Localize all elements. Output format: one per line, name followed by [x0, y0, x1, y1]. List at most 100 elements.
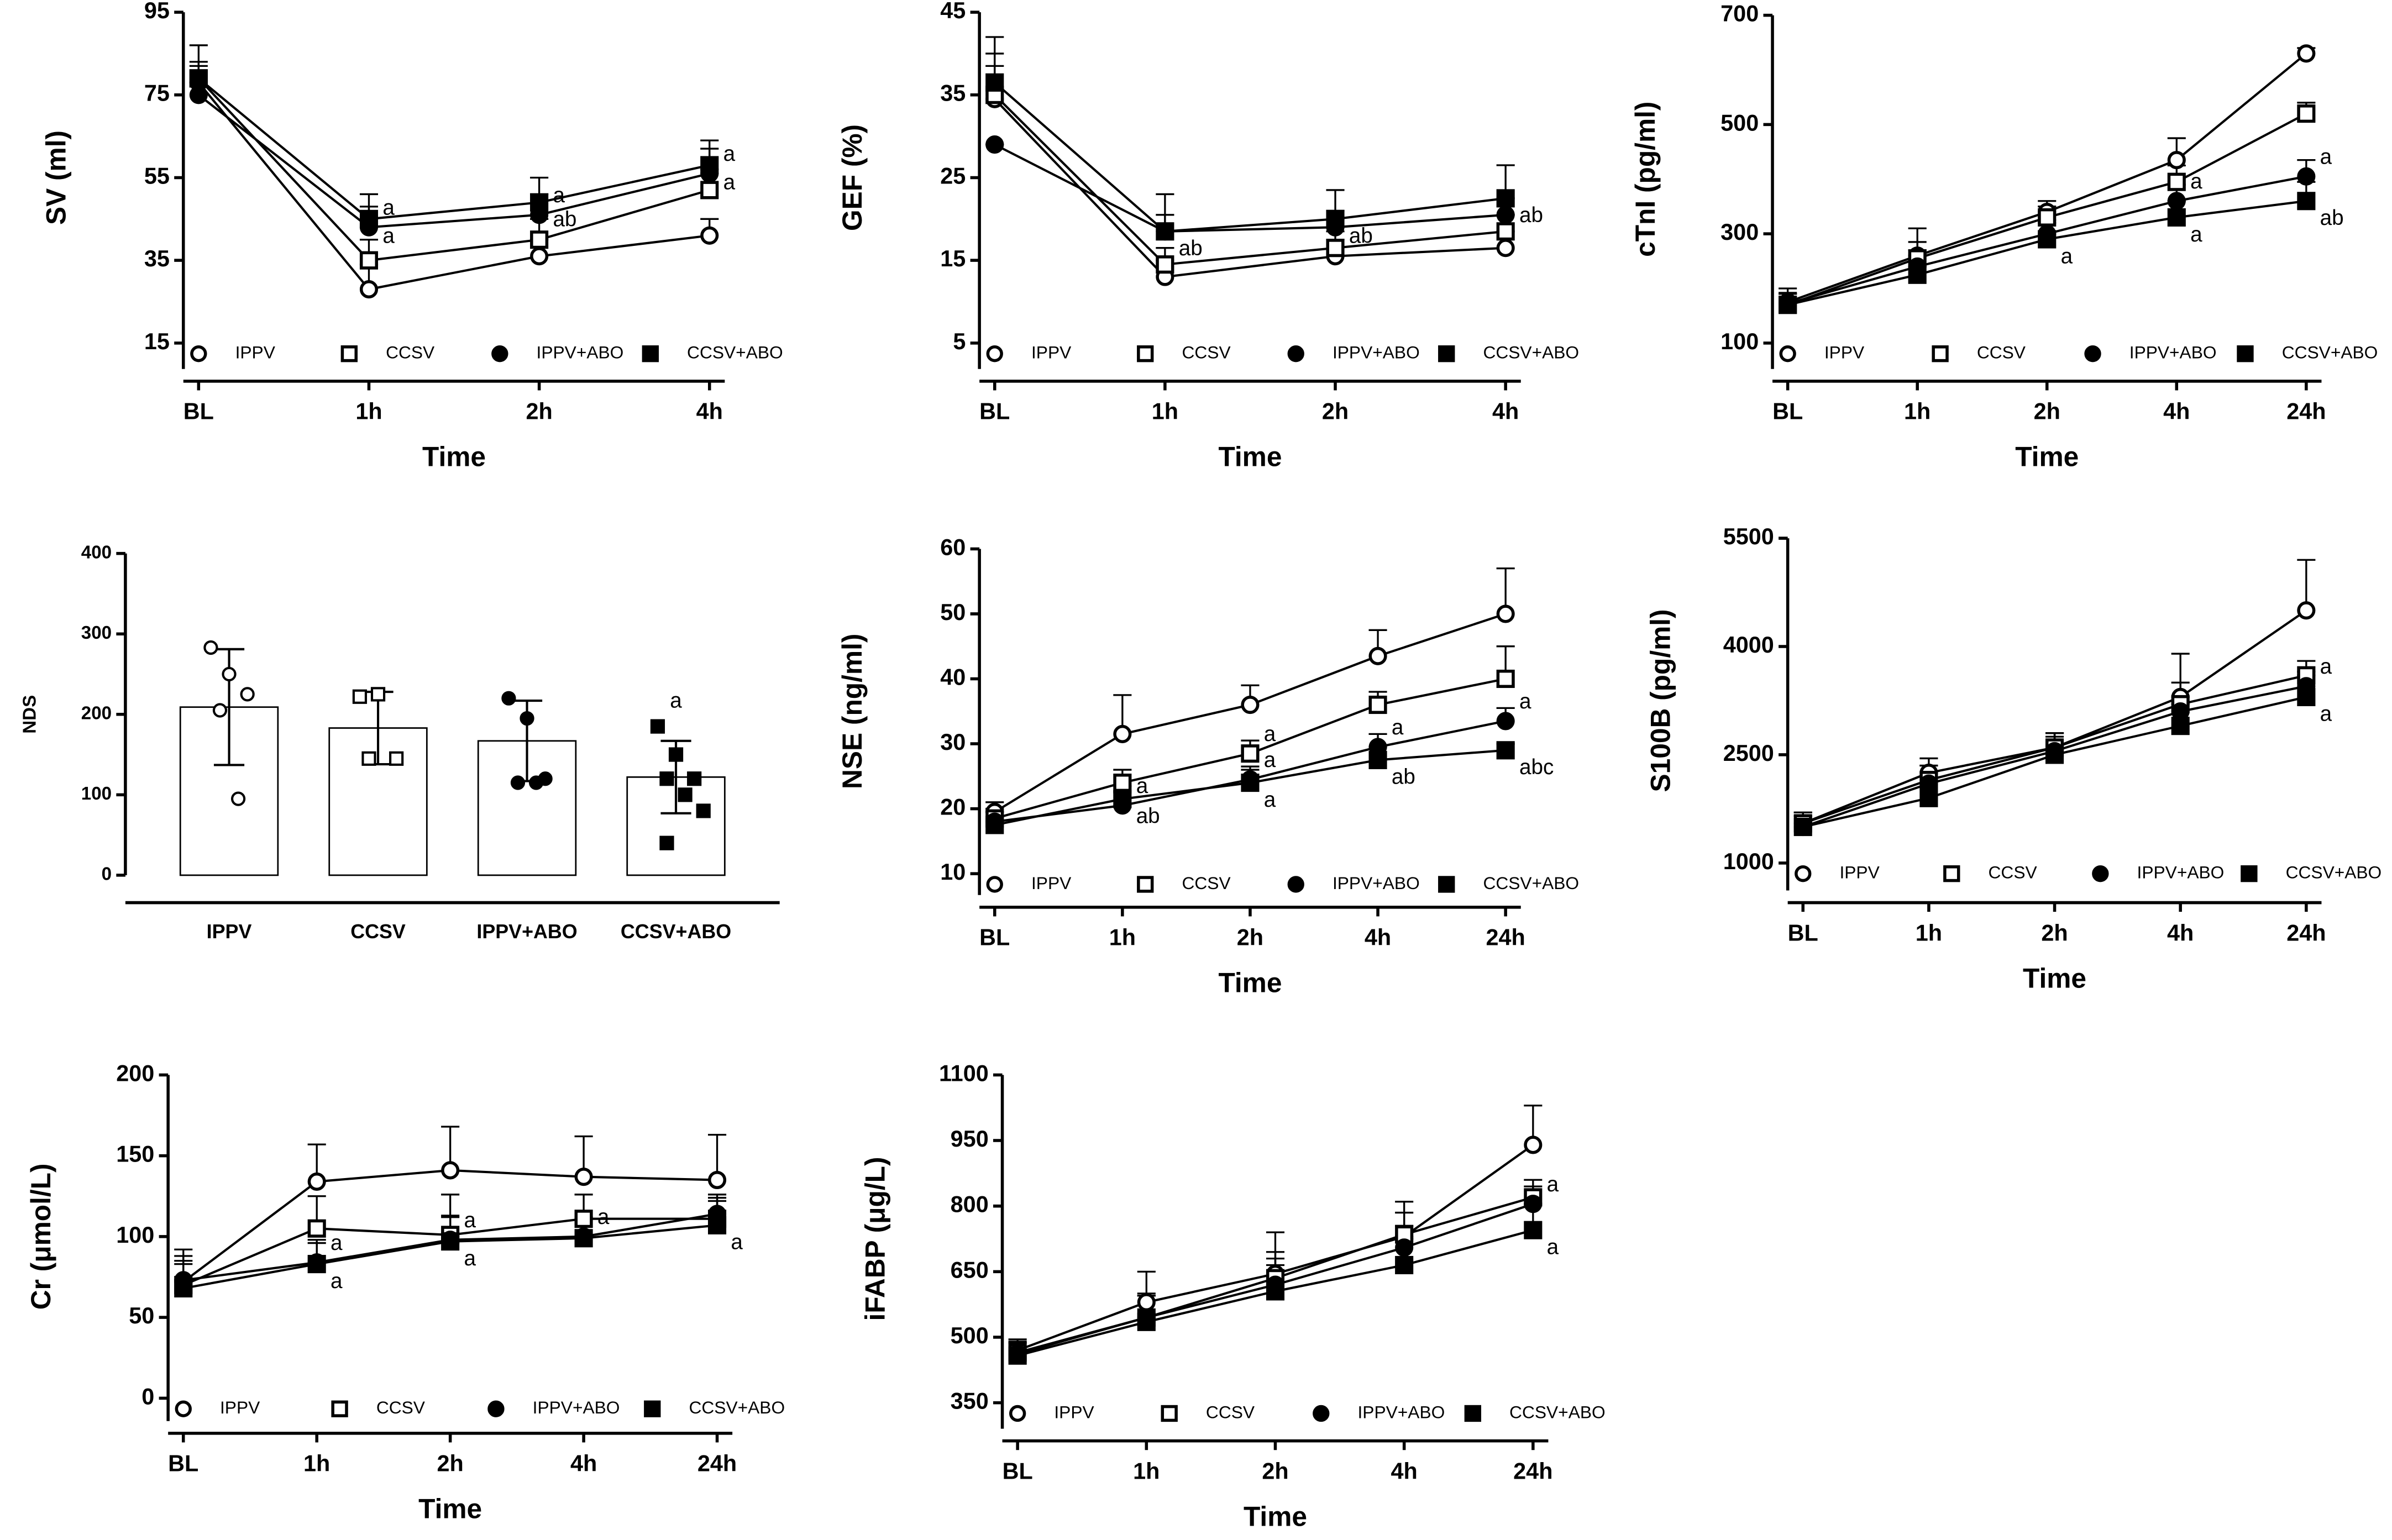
- x-tick-label: 4h: [570, 1451, 597, 1476]
- data-point: [2297, 44, 2316, 63]
- series-line: [198, 94, 710, 229]
- legend-marker: [2084, 345, 2101, 362]
- data-point: [1496, 669, 1515, 688]
- data-point: [2045, 745, 2064, 764]
- data-point: [707, 1170, 727, 1190]
- series-line: [994, 98, 1506, 278]
- legend-marker: [2241, 865, 2258, 882]
- legend-marker: [1287, 876, 1304, 893]
- data-point: [203, 640, 218, 655]
- data-point: [1156, 255, 1174, 274]
- data-point: [520, 711, 534, 726]
- legend-label: IPPV: [1824, 343, 1865, 362]
- annotation: ab: [1349, 224, 1373, 248]
- x-tick-label: 2h: [437, 1451, 464, 1476]
- y-axis-label: NSE (ng/ml): [837, 634, 868, 789]
- legend-label: CCSV+ABO: [1483, 873, 1579, 893]
- legend-marker: [1313, 1405, 1330, 1422]
- legend-marker: [1438, 876, 1455, 893]
- data-point: [1326, 239, 1345, 257]
- y-axis-label: SV (ml): [41, 130, 72, 225]
- x-tick-label: 4h: [2163, 399, 2190, 424]
- legend-label: CCSV+ABO: [689, 1397, 785, 1417]
- data-point: [189, 69, 208, 88]
- annotation: a: [331, 1269, 343, 1293]
- legend-marker: [1464, 1405, 1482, 1422]
- data-point: [530, 230, 549, 249]
- x-tick-label: IPPV: [207, 921, 252, 943]
- y-axis-label: NDS: [20, 695, 40, 734]
- legend-label: IPPV: [220, 1397, 260, 1417]
- legend-label: CCSV: [1977, 343, 2026, 362]
- annotation: a: [1264, 788, 1276, 812]
- data-point: [501, 691, 516, 706]
- data-point: [1908, 265, 1927, 284]
- x-tick-label: CCSV: [350, 921, 406, 943]
- annotation: ab: [1519, 203, 1543, 227]
- annotation: a: [1264, 748, 1276, 772]
- legend-marker: [331, 1400, 348, 1417]
- data-point: [212, 703, 228, 718]
- y-tick-label: 500: [1720, 110, 1759, 135]
- data-point: [2167, 151, 2186, 170]
- data-point: [700, 226, 719, 245]
- data-point: [985, 73, 1004, 92]
- y-tick-label: 50: [940, 600, 966, 625]
- annotation: a: [464, 1208, 476, 1232]
- legend-marker: [1137, 876, 1154, 893]
- legend-label: IPPV: [1031, 343, 1072, 362]
- annotation: ab: [1392, 765, 1415, 789]
- legend-marker: [986, 345, 1003, 362]
- data-point: [307, 1219, 326, 1238]
- data-point: [2297, 601, 2316, 620]
- legend-label: IPPV+ABO: [1333, 873, 1420, 893]
- y-tick-label: 4000: [1723, 632, 1774, 658]
- x-axis-label: Time: [2023, 963, 2086, 994]
- y-tick-label: 800: [951, 1192, 989, 1217]
- legend-marker: [2092, 865, 2109, 882]
- legend-marker: [175, 1400, 192, 1417]
- x-tick-label: 24h: [697, 1451, 737, 1476]
- data-point: [510, 775, 526, 790]
- legend-label: CCSV: [1182, 343, 1231, 362]
- data-point: [370, 687, 386, 702]
- x-tick-label: 24h: [2286, 920, 2326, 945]
- y-tick-label: 300: [81, 623, 112, 643]
- x-axis-label: Time: [1218, 441, 1282, 472]
- y-tick-label: 75: [144, 81, 170, 106]
- x-tick-label: IPPV+ABO: [476, 921, 577, 943]
- x-tick-label: 2h: [526, 399, 552, 424]
- annotation: a: [1264, 722, 1276, 746]
- legend-marker: [487, 1400, 505, 1417]
- data-point: [1496, 239, 1515, 257]
- data-point: [1266, 1282, 1285, 1301]
- legend-marker: [491, 345, 508, 362]
- data-point: [1368, 695, 1387, 714]
- annotation: a: [731, 1231, 743, 1254]
- y-tick-label: 400: [81, 542, 112, 563]
- y-axis-label: cTnI (pg/ml): [1630, 102, 1661, 257]
- data-point: [240, 687, 255, 702]
- annotation: a: [2190, 170, 2202, 193]
- data-point: [528, 775, 544, 790]
- y-tick-label: 55: [144, 163, 170, 188]
- data-point: [1496, 605, 1515, 623]
- annotation: ab: [1136, 804, 1160, 828]
- y-tick-label: 40: [940, 664, 966, 690]
- x-tick-label: 24h: [2286, 399, 2326, 424]
- data-point: [1524, 1136, 1543, 1154]
- legend-label: IPPV: [235, 343, 276, 362]
- y-tick-label: 1100: [939, 1060, 989, 1086]
- data-point: [985, 816, 1004, 834]
- data-point: [1395, 1255, 1414, 1275]
- legend-label: IPPV+ABO: [1333, 343, 1420, 362]
- data-point: [174, 1279, 193, 1298]
- data-point: [2297, 687, 2316, 706]
- data-point: [2171, 717, 2190, 735]
- series-line: [1787, 52, 2307, 303]
- y-tick-label: 1000: [1723, 849, 1774, 874]
- data-point: [2038, 230, 2057, 249]
- annotation: a: [382, 196, 395, 219]
- annotation: a: [1547, 1173, 1559, 1196]
- data-point: [1779, 296, 1797, 314]
